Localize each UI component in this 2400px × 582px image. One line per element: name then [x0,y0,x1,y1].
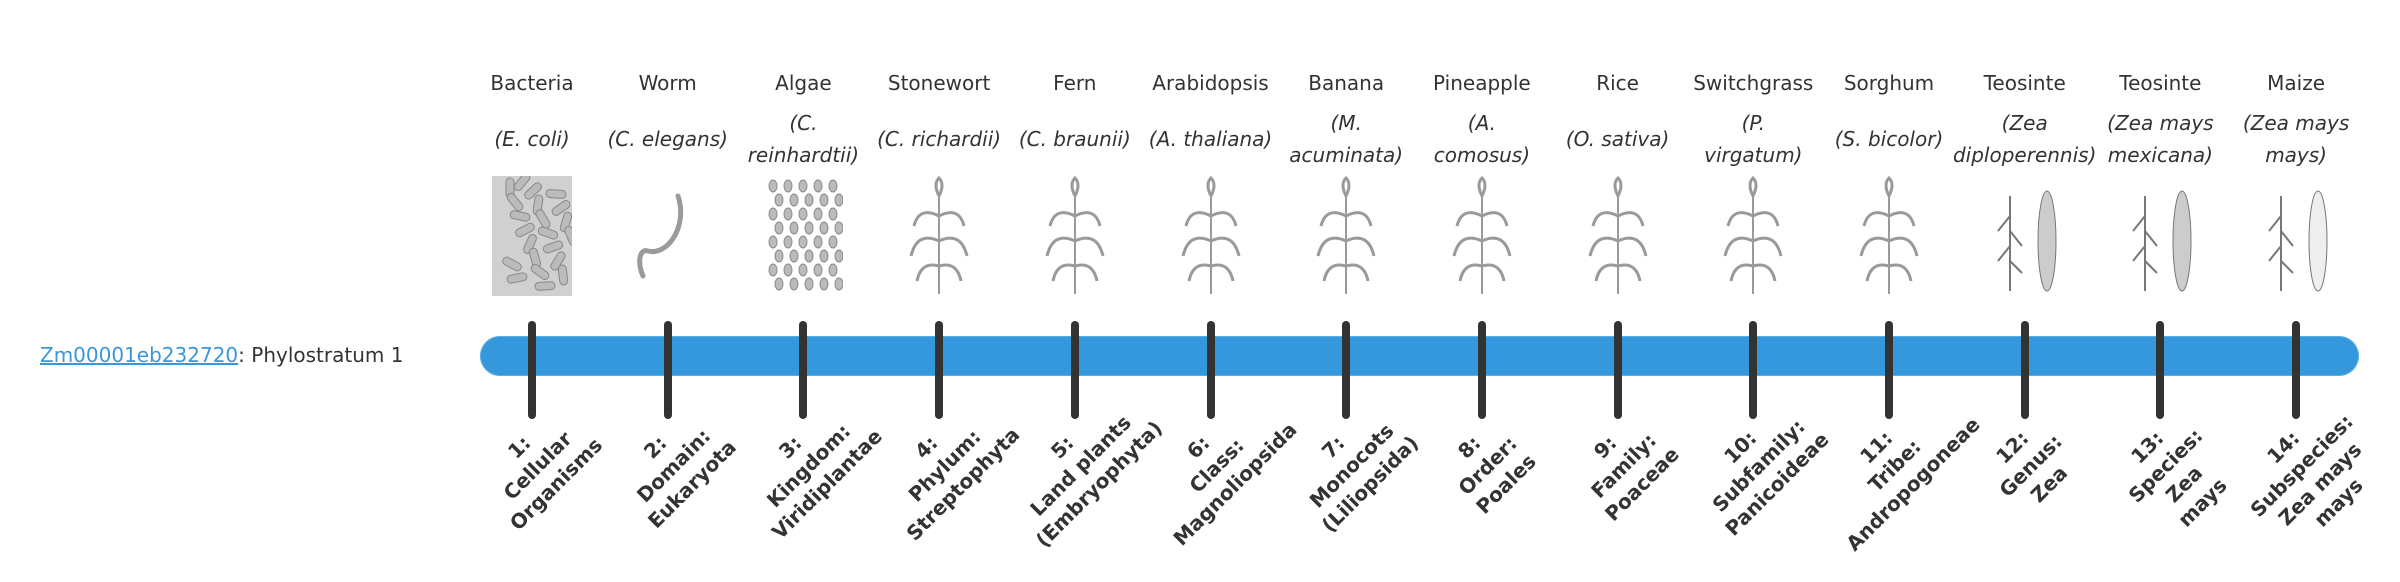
phylostratum-bar [480,336,2359,376]
maize-icon [2256,176,2336,296]
organism-common-name: Algae [775,71,832,95]
organism-scientific-name: (A. thaliana) [1139,105,1283,173]
organism-scientific-name: (Zea mays mays) [2224,105,2368,173]
organism-scientific-name: (A. comosus) [1410,105,1554,173]
gene-link[interactable]: Zm00001eb232720 [40,343,239,367]
scientific-name-line: reinhardtii) [747,143,860,167]
worm-icon [628,176,708,296]
scientific-name-line: (E. coli) [494,127,570,151]
organism-common-name: Fern [1053,71,1097,95]
fern-icon [1035,175,1115,296]
organism-common-name: Rice [1596,71,1639,95]
organism-scientific-name: (P. virgatum) [1681,105,1825,173]
stratum-tick [799,321,808,419]
organism-scientific-name: (S. bicolor) [1817,105,1961,173]
organism-scientific-name: (C. reinhardtii) [731,105,875,173]
organism-common-name: Stonewort [887,71,991,95]
teosinte-icon [1985,176,2065,296]
pineapple-icon [1442,175,1522,296]
stratum-tick [1206,321,1215,419]
stratum-tick [1477,321,1486,419]
organism-common-name: Sorghum [1843,71,1935,95]
stratum-tick [2020,321,2029,419]
stratum-tick [663,321,672,419]
stratum-tick [2156,321,2165,419]
scientific-name-line: (A. thaliana) [1148,127,1273,151]
scientific-name-line: acuminata) [1289,143,1404,167]
scientific-name-line: virgatum) [1704,143,1803,167]
banana-icon [1306,175,1386,296]
stratum-tick [1613,321,1622,419]
organism-common-name: Pineapple [1433,71,1531,95]
gene-label: Zm00001eb232720: Phylostratum 1 [40,340,403,370]
arabidopsis-icon [1171,175,1251,296]
scientific-name-line: (S. bicolor) [1834,127,1944,151]
organism-common-name: Maize [2267,71,2326,95]
organism-common-name: Bacteria [490,71,574,95]
stonewort-icon [899,175,979,296]
rice-icon [1578,175,1658,296]
teosinte-icon [2120,176,2200,296]
organism-scientific-name: (E. coli) [460,105,604,173]
scientific-name-line: mexicana) [2107,143,2213,167]
scientific-name-line: diploperennis) [1952,143,2097,167]
stratum-tick [1342,321,1351,419]
organism-scientific-name: (Zea diploperennis) [1953,105,2097,173]
sorghum-icon [1849,175,1929,296]
scientific-name-line: (C. richardii) [877,127,1002,151]
organism-common-name: Arabidopsis [1152,71,1269,95]
organism-scientific-name: (C. richardii) [867,105,1011,173]
organism-scientific-name: (C. elegans) [596,105,740,173]
scientific-name-line: comosus) [1433,143,1531,167]
scientific-name-line: (Zea mays [2242,111,2350,135]
scientific-name-line: mays) [2265,143,2327,167]
organism-common-name: Switchgrass [1693,71,1814,95]
organism-scientific-name: (C. braunii) [1003,105,1147,173]
organism-common-name: Teosinte [2119,71,2202,95]
stratum-tick [935,321,944,419]
stratum-tick [1749,321,1758,419]
scientific-name-line: (C. [789,111,818,135]
scientific-name-line: (Zea [2001,111,2048,135]
organism-scientific-name: (O. sativa) [1546,105,1690,173]
scientific-name-line: (C. elegans) [607,127,728,151]
scientific-name-line: (A. [1467,111,1496,135]
organism-scientific-name: (M. acuminata) [1274,105,1418,173]
algae-icon [763,176,844,296]
organism-common-name: Banana [1308,71,1385,95]
organism-scientific-name: (Zea mays mexicana) [2088,105,2232,173]
scientific-name-line: (O. sativa) [1565,127,1670,151]
scientific-name-line: (Zea mays [2107,111,2214,135]
organism-common-name: Teosinte [1983,71,2066,95]
phylostratum-text: : Phylostratum 1 [238,343,404,367]
stratum-tick [1885,321,1893,419]
scientific-name-line: (C. braunii) [1018,127,1131,151]
stratum-tick [528,321,536,419]
scientific-name-line: (P. [1741,111,1766,135]
bacteria-icon [492,172,578,296]
organism-common-name: Worm [638,71,697,95]
stratum-tick [2292,321,2301,419]
switchgrass-icon [1713,175,1793,296]
scientific-name-line: (M. [1330,111,1362,135]
stratum-tick [1070,321,1079,419]
